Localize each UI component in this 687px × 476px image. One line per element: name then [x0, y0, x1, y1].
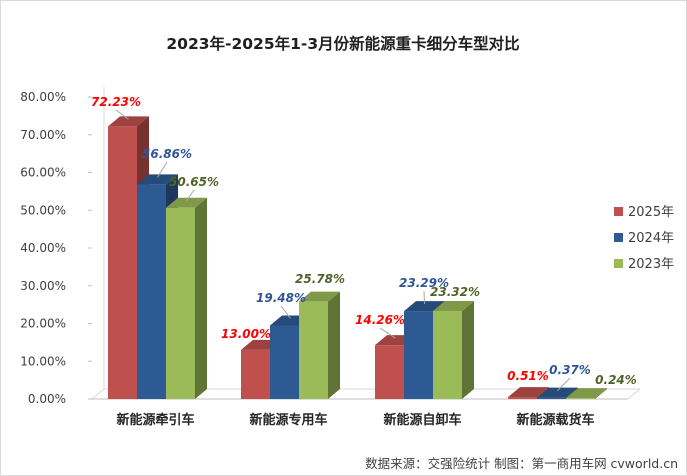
data-label: 56.86% — [142, 147, 192, 161]
bar-top-face — [166, 197, 207, 208]
bar-side-face — [462, 300, 474, 399]
x-category-label: 新能源载货车 — [516, 412, 594, 428]
bar-front-face — [404, 311, 433, 399]
bar-top-face — [537, 387, 578, 398]
bar-front-face — [108, 126, 137, 399]
source-note: 数据来源：交强险统计 制图：第一商用车网 cvworld.cn — [365, 456, 678, 471]
data-label: 72.23% — [91, 95, 141, 109]
bar-top-face — [404, 301, 445, 312]
bar-side-face — [328, 291, 340, 399]
legend-label: 2024年 — [628, 231, 674, 246]
bar-side-face — [195, 197, 207, 399]
data-label: 0.51% — [507, 369, 549, 383]
bar — [433, 300, 474, 399]
bar — [566, 388, 607, 399]
data-label: 50.65% — [169, 175, 219, 189]
bar-front-face — [566, 398, 595, 399]
legend-label: 2025年 — [628, 205, 674, 220]
bar-front-face — [537, 397, 566, 399]
bar-front-face — [508, 397, 537, 399]
data-label: 25.78% — [295, 272, 345, 286]
y-tick-label: 70.00% — [20, 128, 66, 142]
bar-front-face — [166, 207, 195, 399]
label-leader-line — [115, 109, 129, 120]
bars-layer — [108, 116, 607, 399]
y-tick-label: 60.00% — [20, 166, 66, 180]
bar-top-face — [137, 174, 178, 185]
data-label: 23.32% — [430, 285, 480, 299]
chart-title: 2023年-2025年1-3月份新能源重卡细分车型对比 — [166, 34, 519, 53]
y-tick-label: 10.00% — [20, 354, 66, 368]
bar-front-face — [137, 184, 166, 399]
data-label: 19.48% — [256, 291, 306, 305]
y-tick-label: 0.00% — [28, 392, 66, 406]
bar — [299, 291, 340, 399]
y-tick-label: 30.00% — [20, 279, 66, 293]
bar-top-face — [299, 291, 340, 302]
label-leader-line — [379, 327, 396, 339]
y-tick-label: 40.00% — [20, 241, 66, 255]
data-label: 13.00% — [221, 327, 271, 341]
data-labels-layer: 72.23% 13.00% 14.26% 0.51% 56.86% 19.48% 23.29… — [91, 95, 637, 391]
legend-label: 2023年 — [628, 257, 674, 272]
bar-top-face — [508, 387, 549, 398]
bar-front-face — [270, 325, 299, 399]
data-label: 0.24% — [595, 373, 637, 387]
floor-right-line — [627, 388, 641, 400]
floor-depth-line — [91, 388, 105, 400]
label-leader-line — [186, 189, 195, 202]
bar-side-face — [595, 388, 607, 399]
label-leader-line — [557, 377, 571, 391]
data-label: 14.26% — [355, 313, 405, 327]
y-tick-label: 20.00% — [20, 317, 66, 331]
bar-front-face — [433, 310, 462, 399]
y-tick-label: 50.00% — [20, 203, 66, 217]
y-tick-label: 80.00% — [20, 90, 66, 104]
legend: 2025年 2024年 2023年 — [614, 205, 674, 272]
bar-front-face — [299, 301, 328, 399]
axis-layer: 0.00% 10.00% 20.00% 30.00% 40.00% 50.00% 60.00… — [20, 87, 641, 428]
label-leader-line — [280, 305, 291, 319]
bar — [404, 301, 445, 399]
bar-top-face — [566, 388, 607, 399]
data-label: 23.29% — [399, 276, 449, 290]
bar-front-face — [241, 349, 270, 399]
bar-top-face — [433, 300, 474, 311]
label-leader-line — [423, 290, 425, 305]
legend-swatch — [614, 233, 623, 242]
bar — [166, 197, 207, 399]
bar-front-face — [375, 345, 404, 399]
label-leader-line — [157, 161, 168, 178]
bar-top-face — [108, 116, 149, 127]
x-category-label: 新能源专用车 — [249, 412, 327, 428]
legend-swatch — [614, 259, 623, 268]
x-category-label: 新能源牵引车 — [116, 412, 194, 428]
data-label: 0.37% — [549, 363, 591, 377]
x-category-label: 新能源自卸车 — [383, 412, 461, 428]
legend-swatch — [614, 207, 623, 216]
